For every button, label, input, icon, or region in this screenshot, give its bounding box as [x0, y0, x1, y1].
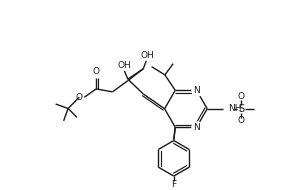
Text: S: S	[238, 104, 244, 114]
Text: OH: OH	[117, 61, 131, 70]
Text: O: O	[76, 93, 83, 102]
Text: O: O	[237, 92, 245, 101]
Text: O: O	[93, 67, 100, 76]
Text: OH: OH	[141, 51, 155, 60]
Text: NH: NH	[228, 104, 241, 113]
Text: N: N	[193, 123, 200, 132]
Text: O: O	[237, 116, 245, 125]
Text: F: F	[171, 180, 176, 189]
Text: N: N	[193, 86, 200, 95]
